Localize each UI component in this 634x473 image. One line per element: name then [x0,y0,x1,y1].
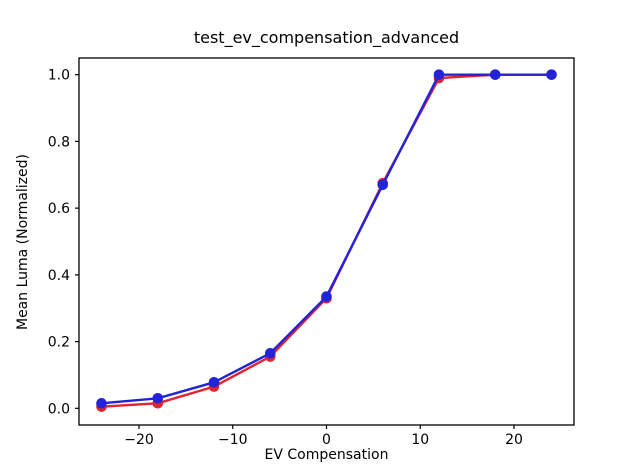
y-tick-label: 0.2 [48,335,70,351]
red-series-line [100,73,553,408]
blue-series-marker [377,179,389,191]
x-tick-label: −20 [124,432,154,448]
blue-series-line [100,73,553,405]
blue-series-marker [264,347,276,359]
x-tick-label: 20 [505,432,523,448]
y-tick-label: 1.0 [48,68,70,84]
blue-series-marker [96,398,107,409]
blue-series-marker [546,69,557,80]
blue-series-marker [433,69,445,80]
y-tick-label: 0.4 [48,268,70,284]
blue-series-marker [152,393,164,404]
y-axis-label: Mean Luma (Normalized) [15,154,31,331]
axes-spines [78,57,575,426]
y-tick-label: 0.6 [48,201,70,217]
y-tick-label: 0.0 [48,401,70,417]
chart-title: test_ev_compensation_advanced [193,28,460,47]
x-tick-label: 0 [322,432,331,448]
x-tick-label: −10 [218,432,248,448]
x-tick-label: 10 [411,432,429,448]
y-tick-label: 0.8 [48,134,70,150]
blue-series-marker [208,376,220,388]
blue-series-marker [321,291,332,302]
x-axis-label: EV Compensation [264,447,389,463]
blue-series-marker [489,69,501,80]
